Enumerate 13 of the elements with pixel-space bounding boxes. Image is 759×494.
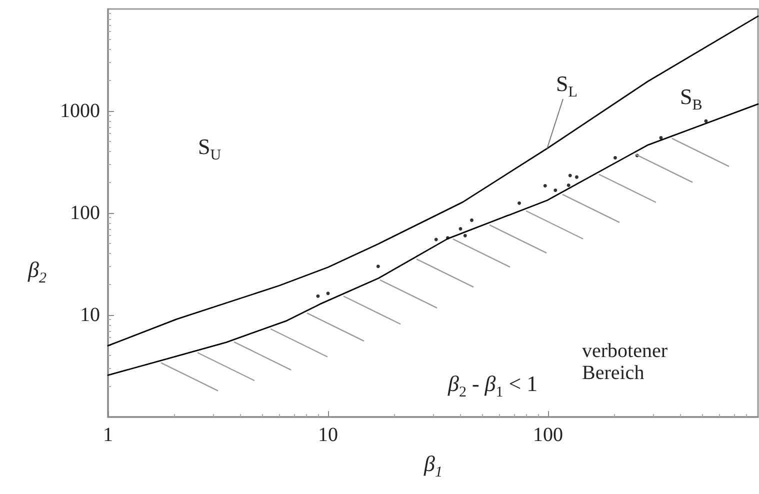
- x-axis-title: β$_{1}$: [424, 451, 442, 481]
- y-tick-label: 10: [80, 304, 100, 326]
- x-tick-label: 1: [103, 424, 113, 446]
- annotation: S$_{U}$: [198, 134, 222, 164]
- x-tick-label: 10: [318, 424, 338, 446]
- annotation: verbotener Bereich: [582, 340, 669, 384]
- annotation: β$_{2}$ - β$_{1}$ < 1: [448, 371, 538, 401]
- y-tick-label: 100: [70, 202, 100, 224]
- y-axis-title: β$_{2}$: [28, 257, 46, 287]
- x-tick-label: 100: [533, 424, 564, 446]
- series-label: S$_{L}$: [556, 71, 578, 101]
- y-tick-label: 1000: [60, 100, 100, 122]
- series-label: S$_{B}$: [680, 84, 702, 114]
